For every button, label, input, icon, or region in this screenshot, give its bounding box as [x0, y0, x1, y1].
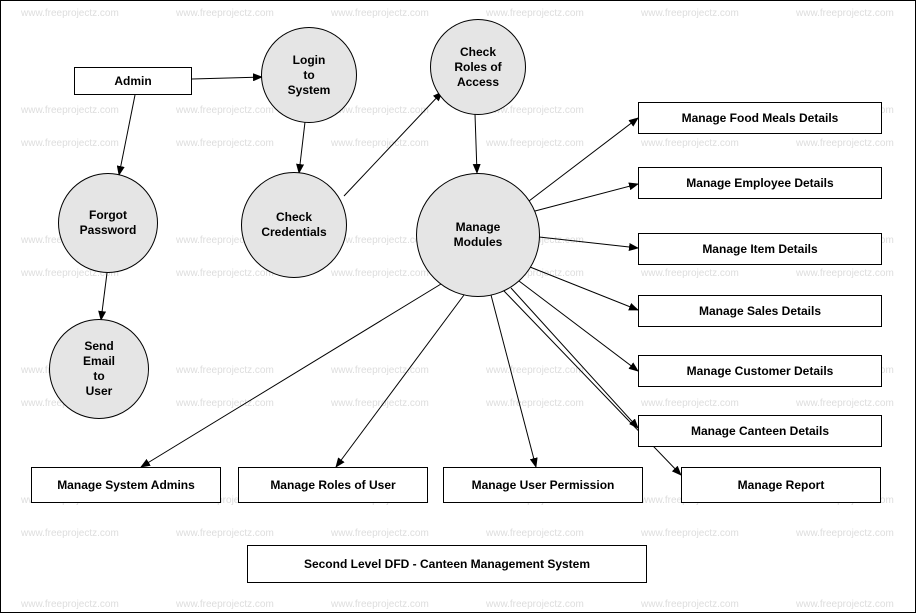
edge-arrow [192, 77, 262, 79]
watermark-text: www.freeprojectz.com [486, 599, 584, 610]
watermark-text: www.freeprojectz.com [796, 398, 894, 409]
edge-arrow [475, 114, 477, 173]
watermark-text: www.freeprojectz.com [331, 8, 429, 19]
watermark-text: www.freeprojectz.com [331, 528, 429, 539]
watermark-text: www.freeprojectz.com [176, 599, 274, 610]
watermark-text: www.freeprojectz.com [176, 268, 274, 279]
process-roles: CheckRoles ofAccess [430, 19, 526, 115]
entity-label: Manage Item Details [702, 242, 817, 257]
watermark-text: www.freeprojectz.com [641, 398, 739, 409]
edge-arrow [511, 288, 638, 428]
entity-label: Second Level DFD - Canteen Management Sy… [304, 557, 590, 572]
entity-label: Manage Sales Details [699, 304, 821, 319]
process-label: CheckRoles ofAccess [454, 45, 501, 90]
entity-customer: Manage Customer Details [638, 355, 882, 387]
watermark-text: www.freeprojectz.com [331, 365, 429, 376]
watermark-text: www.freeprojectz.com [331, 599, 429, 610]
watermark-text: www.freeprojectz.com [176, 105, 274, 116]
edge-arrow [344, 92, 442, 196]
process-label: CheckCredentials [261, 210, 326, 240]
process-credentials: CheckCredentials [241, 172, 347, 278]
entity-item: Manage Item Details [638, 233, 882, 265]
watermark-text: www.freeprojectz.com [331, 268, 429, 279]
watermark-text: www.freeprojectz.com [641, 8, 739, 19]
watermark-text: www.freeprojectz.com [21, 599, 119, 610]
watermark-text: www.freeprojectz.com [21, 105, 119, 116]
entity-title: Second Level DFD - Canteen Management Sy… [247, 545, 647, 583]
edge-arrow [491, 295, 536, 467]
entity-label: Manage System Admins [57, 478, 195, 493]
process-label: SendEmailtoUser [83, 339, 115, 399]
entity-rolesuser: Manage Roles of User [238, 467, 428, 503]
watermark-text: www.freeprojectz.com [331, 398, 429, 409]
entity-sysadmins: Manage System Admins [31, 467, 221, 503]
watermark-text: www.freeprojectz.com [21, 528, 119, 539]
dfd-diagram: www.freeprojectz.com www.freeprojectz.com… [0, 0, 916, 613]
entity-label: Manage Report [738, 478, 825, 493]
entity-admin: Admin [74, 67, 192, 95]
entity-employee: Manage Employee Details [638, 167, 882, 199]
watermark-text: www.freeprojectz.com [796, 8, 894, 19]
watermark-text: www.freeprojectz.com [796, 528, 894, 539]
watermark-text: www.freeprojectz.com [176, 8, 274, 19]
edge-arrow [530, 267, 638, 310]
entity-label: Manage Canteen Details [691, 424, 829, 439]
process-label: ManageModules [454, 220, 503, 250]
watermark-text: www.freeprojectz.com [796, 268, 894, 279]
entity-label: Manage Food Meals Details [682, 111, 839, 126]
edge-arrow [539, 237, 638, 248]
watermark-text: www.freeprojectz.com [486, 8, 584, 19]
process-forgot: ForgotPassword [58, 173, 158, 273]
entity-sales: Manage Sales Details [638, 295, 882, 327]
entity-report: Manage Report [681, 467, 881, 503]
watermark-text: www.freeprojectz.com [21, 138, 119, 149]
entity-label: Manage Roles of User [270, 478, 395, 493]
entity-label: Manage Employee Details [686, 176, 833, 191]
edge-arrow [119, 95, 135, 175]
watermark-text: www.freeprojectz.com [796, 599, 894, 610]
watermark-text: www.freeprojectz.com [176, 365, 274, 376]
watermark-text: www.freeprojectz.com [176, 398, 274, 409]
edge-arrow [535, 184, 638, 211]
watermark-text: www.freeprojectz.com [331, 105, 429, 116]
watermark-text: www.freeprojectz.com [486, 365, 584, 376]
watermark-text: www.freeprojectz.com [176, 138, 274, 149]
watermark-text: www.freeprojectz.com [21, 8, 119, 19]
edge-arrow [529, 118, 638, 201]
edge-arrow [141, 284, 441, 467]
process-manage: ManageModules [416, 173, 540, 297]
process-label: LogintoSystem [288, 53, 331, 98]
entity-label: Admin [114, 74, 151, 89]
watermark-text: www.freeprojectz.com [641, 138, 739, 149]
process-login: LogintoSystem [261, 27, 357, 123]
entity-foodmeals: Manage Food Meals Details [638, 102, 882, 134]
watermark-text: www.freeprojectz.com [486, 528, 584, 539]
watermark-text: www.freeprojectz.com [486, 398, 584, 409]
entity-canteen: Manage Canteen Details [638, 415, 882, 447]
watermark-text: www.freeprojectz.com [486, 138, 584, 149]
watermark-text: www.freeprojectz.com [176, 528, 274, 539]
edge-arrow [101, 273, 107, 320]
process-sendemail: SendEmailtoUser [49, 319, 149, 419]
entity-userperm: Manage User Permission [443, 467, 643, 503]
process-label: ForgotPassword [80, 208, 137, 238]
edge-arrow [519, 281, 638, 371]
watermark-text: www.freeprojectz.com [331, 138, 429, 149]
entity-label: Manage User Permission [472, 478, 615, 493]
watermark-text: www.freeprojectz.com [641, 268, 739, 279]
edge-arrow [336, 295, 464, 467]
watermark-text: www.freeprojectz.com [641, 599, 739, 610]
watermark-text: www.freeprojectz.com [796, 138, 894, 149]
edge-arrow [299, 122, 305, 173]
watermark-text: www.freeprojectz.com [641, 528, 739, 539]
entity-label: Manage Customer Details [687, 364, 834, 379]
